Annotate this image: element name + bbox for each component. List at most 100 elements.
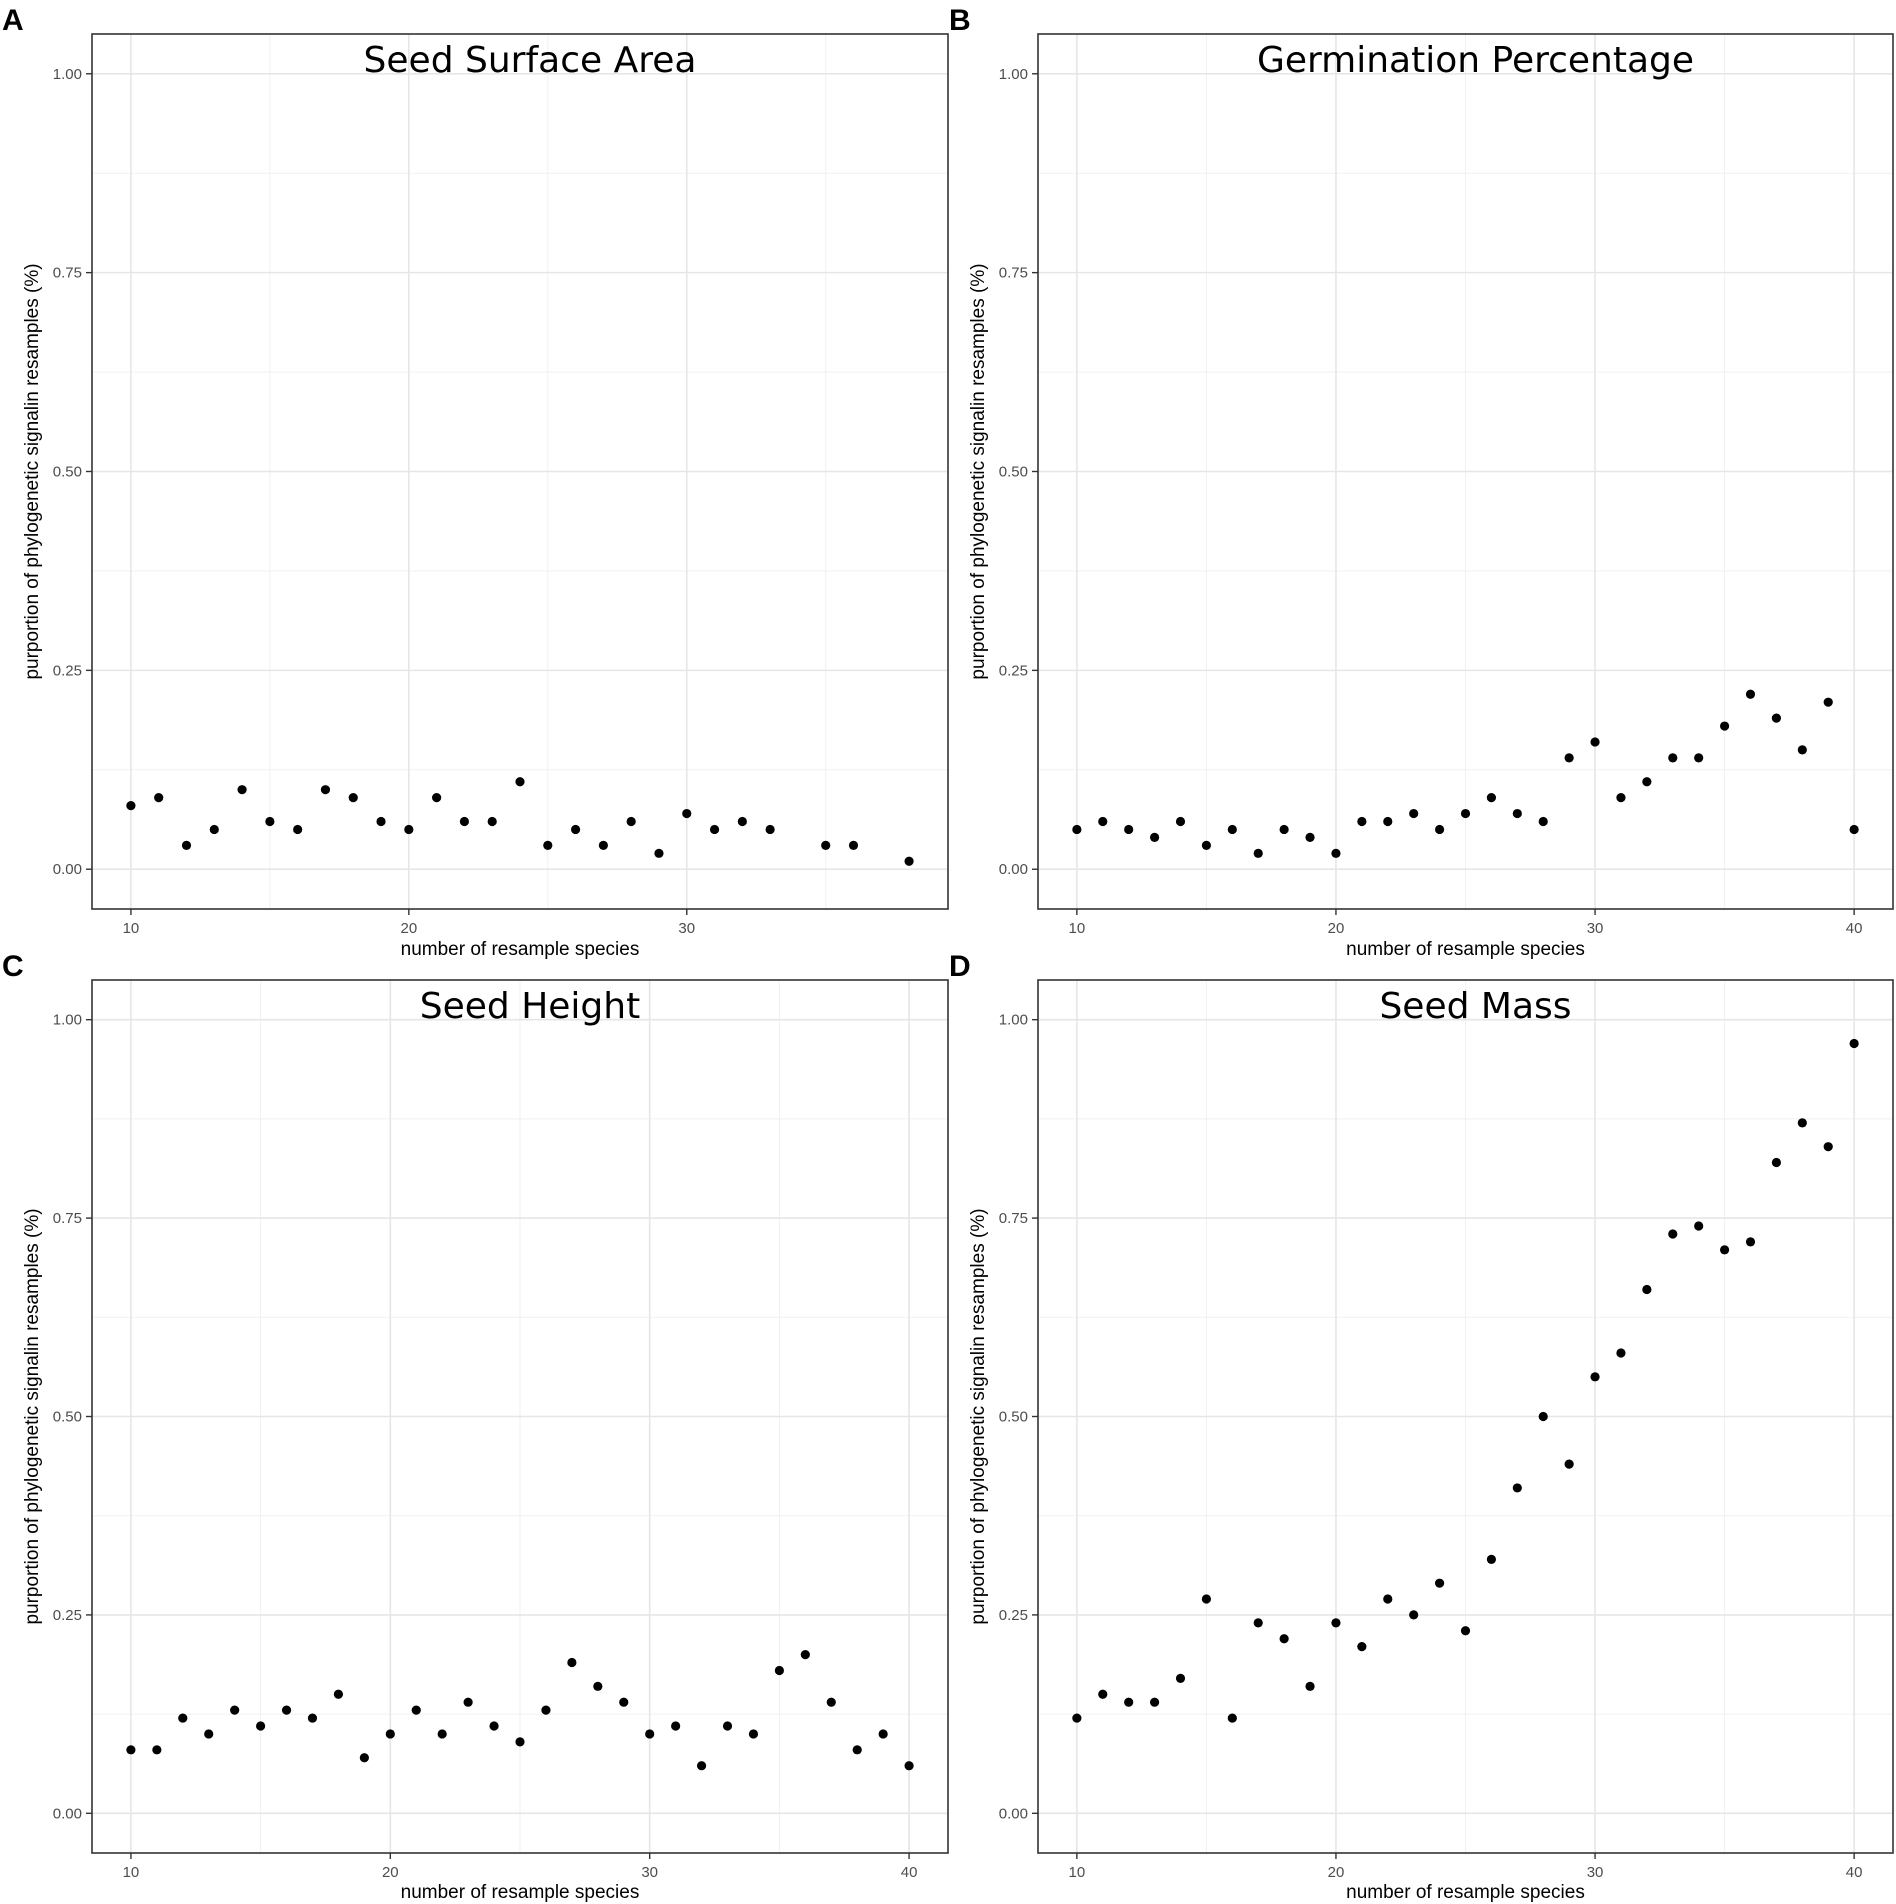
data-point: [515, 1737, 525, 1747]
data-point: [1512, 808, 1522, 819]
data-point: [265, 816, 275, 827]
data-point: [152, 1745, 162, 1755]
data-point: [411, 1705, 421, 1715]
data-point: [1124, 1697, 1134, 1707]
data-point: [307, 1713, 318, 1723]
data-point: [209, 824, 219, 835]
data-point: [1279, 824, 1289, 835]
panel-letter: C: [2, 950, 24, 983]
data-point: [1124, 824, 1134, 835]
data-point: [821, 840, 831, 850]
data-point: [567, 1657, 577, 1668]
data-point: [1149, 1697, 1160, 1707]
data-point: [1072, 824, 1082, 835]
x-axis-label: number of resample species: [401, 1882, 640, 1903]
data-point: [1227, 1713, 1237, 1723]
y-axis-label: purportion of phylogenetic signalin resa…: [968, 263, 989, 679]
data-point: [404, 824, 414, 835]
data-point: [1745, 689, 1756, 699]
data-point: [1486, 793, 1497, 803]
data-point: [281, 1705, 292, 1715]
data-point: [722, 1721, 733, 1731]
data-point: [1538, 816, 1548, 827]
data-point: [293, 824, 303, 835]
data-point: [126, 800, 136, 811]
data-point: [1849, 1038, 1859, 1049]
data-point: [333, 1689, 344, 1699]
data-point: [359, 1753, 369, 1763]
x-tick-label: 40: [1846, 1864, 1863, 1881]
data-point: [1460, 1626, 1471, 1636]
data-point: [1849, 824, 1859, 835]
data-point: [1512, 1483, 1522, 1493]
data-point: [204, 1729, 214, 1739]
data-point: [1434, 1578, 1445, 1588]
y-tick-label: 0.00: [999, 861, 1028, 878]
y-tick-label: 0.00: [53, 1805, 82, 1822]
data-point: [1279, 1634, 1289, 1644]
x-tick-label: 30: [1587, 1864, 1604, 1881]
panel-title: Germination Percentage: [1257, 40, 1694, 81]
data-point: [1072, 1713, 1082, 1723]
data-point: [645, 1729, 655, 1739]
data-point: [671, 1721, 681, 1731]
data-point: [1823, 1142, 1833, 1152]
x-tick-label: 20: [1328, 920, 1345, 937]
data-point: [237, 785, 247, 795]
data-point: [682, 808, 692, 819]
data-point: [1409, 1610, 1419, 1620]
y-tick-label: 1.00: [53, 66, 82, 83]
data-point: [376, 816, 386, 827]
data-point: [1409, 808, 1419, 819]
data-point: [541, 1705, 551, 1715]
x-tick-label: 30: [678, 920, 695, 937]
data-point: [1745, 1237, 1756, 1247]
data-point: [826, 1697, 836, 1707]
y-tick-label: 0.75: [53, 1210, 82, 1227]
data-point: [1460, 808, 1471, 819]
data-point: [1797, 1118, 1807, 1128]
data-point: [1253, 848, 1263, 858]
data-point: [737, 816, 747, 827]
data-point: [1357, 816, 1367, 827]
data-point: [774, 1665, 784, 1676]
data-point: [1383, 1594, 1393, 1604]
data-point: [654, 848, 664, 858]
y-axis-label: purportion of phylogenetic signalin resa…: [968, 1208, 989, 1624]
data-point: [1383, 816, 1393, 827]
data-point: [463, 1697, 473, 1707]
data-point: [154, 793, 164, 803]
x-axis-label: number of resample species: [1346, 1882, 1585, 1903]
x-tick-label: 30: [641, 1864, 658, 1881]
data-point: [598, 840, 608, 850]
data-point: [487, 816, 497, 827]
data-point: [1616, 793, 1626, 803]
data-point: [1227, 824, 1237, 835]
y-tick-label: 0.50: [999, 464, 1028, 481]
data-point: [437, 1729, 447, 1739]
data-point: [1719, 721, 1730, 731]
data-point: [1486, 1554, 1497, 1564]
data-point: [515, 777, 525, 787]
y-tick-label: 0.25: [999, 662, 1028, 679]
data-point: [765, 824, 775, 835]
data-point: [1149, 832, 1160, 843]
data-point: [1590, 737, 1600, 747]
data-point: [1642, 1284, 1652, 1295]
data-point: [256, 1721, 266, 1731]
data-point: [1668, 1229, 1678, 1239]
data-point: [1823, 697, 1833, 707]
data-point: [878, 1729, 888, 1739]
data-point: [126, 1745, 136, 1755]
data-point: [1201, 1594, 1212, 1604]
data-point: [385, 1729, 395, 1739]
panel-letter: D: [949, 950, 971, 983]
data-point: [543, 840, 553, 850]
x-tick-label: 40: [1846, 920, 1863, 937]
x-tick-label: 40: [901, 1864, 918, 1881]
panel-d: 0.00 0.25 0.50 0.75 1.00 10 20 30 40 number of re…: [949, 950, 1894, 1903]
panel-letter: B: [949, 4, 971, 37]
y-tick-label: 0.75: [999, 265, 1028, 282]
x-tick-label: 20: [382, 1864, 399, 1881]
